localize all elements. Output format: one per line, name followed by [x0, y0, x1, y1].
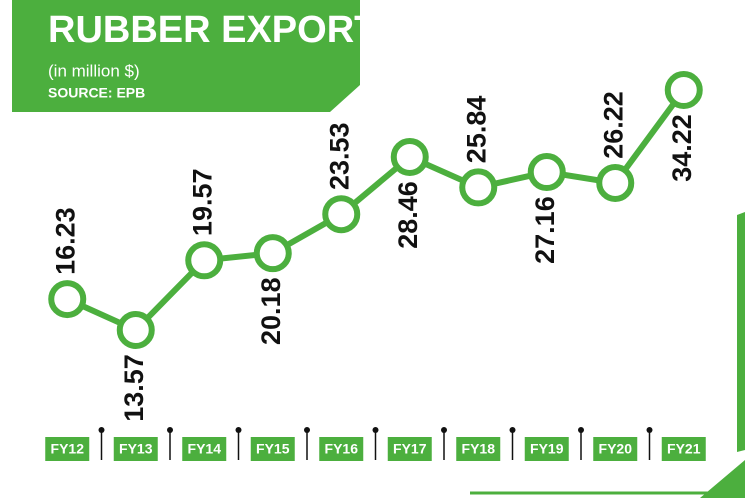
chart-title: RUBBER EXPORTS	[48, 9, 403, 51]
category-box	[250, 437, 295, 461]
divider-dot	[646, 427, 653, 433]
x-tick-label: FY12	[51, 441, 85, 457]
edge-decoration	[737, 212, 745, 452]
divider-dot	[578, 427, 584, 433]
x-tick-label: FY17	[393, 441, 427, 457]
x-tick-label: FY21	[667, 441, 701, 457]
divider-dot	[167, 427, 173, 433]
point	[185, 241, 224, 280]
divider-dot	[372, 427, 379, 433]
divider-dot	[98, 427, 105, 433]
point	[48, 280, 87, 319]
category-box	[45, 437, 90, 461]
chart-subtitle: (in million $)	[48, 61, 140, 80]
line	[66, 88, 687, 334]
point	[596, 163, 635, 202]
point	[459, 168, 498, 207]
category-box	[593, 437, 638, 461]
data-label: 23.53	[324, 122, 354, 190]
x-tick-label: FY20	[599, 441, 633, 457]
data-label: 27.16	[530, 196, 560, 264]
divider-dot	[304, 427, 310, 433]
point	[322, 195, 361, 234]
x-tick-label: FY14	[188, 441, 222, 457]
data-label: 19.57	[187, 168, 217, 236]
data-label: 34.22	[667, 114, 697, 182]
data-label: 26.22	[598, 91, 628, 159]
x-tick-label: FY16	[325, 441, 359, 457]
divider-dot	[441, 427, 447, 433]
title-box	[12, 0, 360, 112]
point	[116, 311, 155, 349]
divider-dot	[235, 427, 242, 433]
data-label: 28.46	[393, 181, 423, 249]
source: SOURCE: EPB	[48, 85, 145, 101]
point	[253, 234, 292, 273]
data-label: 25.84	[461, 96, 491, 164]
category-box	[319, 437, 364, 461]
data-label: 16.23	[50, 207, 80, 275]
point	[527, 153, 566, 192]
divider-dot	[509, 427, 516, 433]
category-box	[387, 437, 432, 461]
x-tick-label: FY13	[119, 441, 153, 457]
point	[664, 71, 703, 109]
x-tick-label: FY19	[530, 441, 564, 457]
x-tick-label: FY18	[462, 441, 496, 457]
category-box	[182, 437, 227, 461]
data-label: 20.18	[256, 277, 286, 345]
category-box	[456, 437, 501, 461]
point	[390, 137, 429, 176]
category-box	[524, 437, 569, 461]
data-label: 13.57	[119, 354, 149, 422]
x-tick-label: FY15	[256, 441, 290, 457]
category-box	[661, 437, 706, 461]
category-box	[113, 437, 158, 461]
